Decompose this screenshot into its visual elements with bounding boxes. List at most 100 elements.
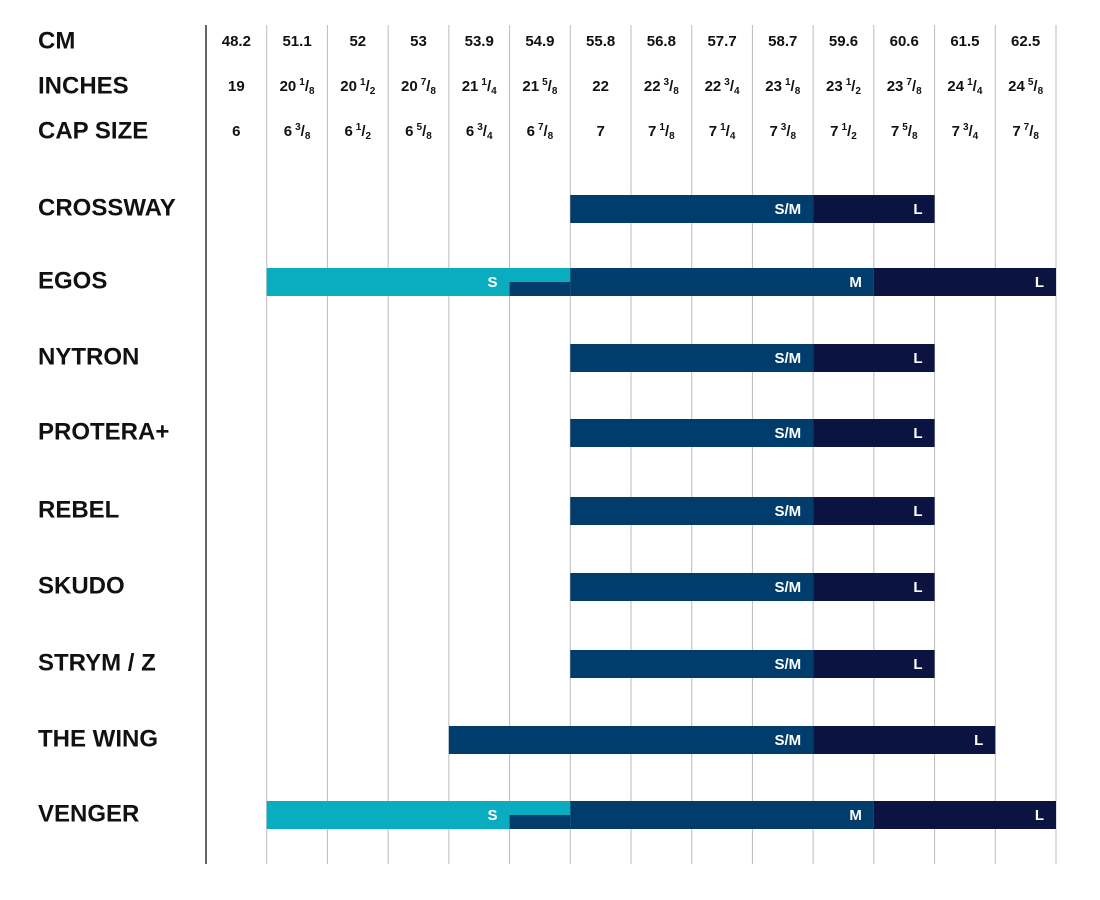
product-name: REBEL xyxy=(38,496,119,523)
slash: / xyxy=(422,123,427,140)
cm-cell: 59.6 xyxy=(829,33,858,50)
size-bar xyxy=(813,497,935,525)
slash: / xyxy=(912,78,917,95)
cap-size-cell: 6 5/8 xyxy=(405,122,432,142)
product-name: SKUDO xyxy=(38,572,125,599)
size-bar xyxy=(570,573,814,601)
whole: 7 xyxy=(709,123,717,140)
size-bar xyxy=(266,268,510,296)
numerator: 1 xyxy=(360,77,366,88)
size-bar xyxy=(873,801,1056,829)
denominator: 2 xyxy=(855,86,861,97)
product-name: PROTERA+ xyxy=(38,418,169,445)
size-label: L xyxy=(913,425,922,442)
size-bar-overlap xyxy=(509,801,571,815)
numerator: 5 xyxy=(417,122,423,133)
size-label: M xyxy=(849,807,862,824)
whole: 20 xyxy=(340,78,357,95)
slash: / xyxy=(851,78,856,95)
denominator: 8 xyxy=(426,131,432,142)
size-label: S/M xyxy=(774,350,801,367)
inches-cell: 22 xyxy=(592,78,609,95)
slash: / xyxy=(669,78,674,95)
inches-cell: 19 xyxy=(228,78,245,95)
whole: 7 xyxy=(891,123,899,140)
size-label: M xyxy=(849,274,862,291)
denominator: 4 xyxy=(973,131,979,142)
slash: / xyxy=(665,123,670,140)
slash: / xyxy=(1033,78,1038,95)
cm-cell: 53.9 xyxy=(465,33,494,50)
cap-size-cell: 7 1/8 xyxy=(648,122,675,142)
denominator: 4 xyxy=(491,86,497,97)
numerator: 5 xyxy=(902,122,908,133)
cm-cell: 52 xyxy=(349,33,366,50)
slash: / xyxy=(973,78,978,95)
inches-cell: 24 5/8 xyxy=(1008,77,1043,97)
denominator: 2 xyxy=(366,131,372,142)
numerator: 3 xyxy=(477,122,483,133)
whole: 24 xyxy=(1008,78,1025,95)
slash: / xyxy=(847,123,852,140)
slash: / xyxy=(908,123,913,140)
size-bar-overlap xyxy=(509,815,571,829)
cap-size-cell: 7 1/4 xyxy=(709,122,736,142)
slash: / xyxy=(786,123,791,140)
cap-size-cell: 6 xyxy=(232,123,240,140)
product-name: CROSSWAY xyxy=(38,194,176,221)
cap-size-cell: 7 3/4 xyxy=(952,122,979,142)
size-bar xyxy=(570,419,814,447)
size-label: L xyxy=(913,503,922,520)
size-bar xyxy=(813,573,935,601)
size-bar-overlap xyxy=(509,282,571,296)
whole: 20 xyxy=(280,78,297,95)
denominator: 8 xyxy=(430,86,436,97)
inches-cell: 24 1/4 xyxy=(947,77,982,97)
whole: 7 xyxy=(648,123,656,140)
whole: 21 xyxy=(522,78,539,95)
size-label: L xyxy=(913,579,922,596)
inches-cell: 23 1/8 xyxy=(765,77,800,97)
cm-cell: 55.8 xyxy=(586,33,615,50)
size-label: L xyxy=(913,350,922,367)
cm-cell: 56.8 xyxy=(647,33,676,50)
whole: 7 xyxy=(1012,123,1020,140)
size-bar xyxy=(570,497,814,525)
whole: 23 xyxy=(765,78,782,95)
numerator: 5 xyxy=(1028,77,1034,88)
denominator: 8 xyxy=(309,86,315,97)
cm-cell: 60.6 xyxy=(890,33,919,50)
numerator: 7 xyxy=(1024,122,1030,133)
cm-cell: 51.1 xyxy=(282,33,311,50)
numerator: 1 xyxy=(720,122,726,133)
cm-cell: 57.7 xyxy=(707,33,736,50)
size-bar xyxy=(448,726,814,754)
size-label: S/M xyxy=(774,503,801,520)
numerator: 3 xyxy=(664,77,670,88)
size-bar xyxy=(813,344,935,372)
whole: 23 xyxy=(887,78,904,95)
size-label: S/M xyxy=(774,579,801,596)
numerator: 7 xyxy=(906,77,912,88)
cap-size-cell: 6 7/8 xyxy=(527,122,554,142)
inches-cell: 21 5/8 xyxy=(522,77,557,97)
cap-size-cell: 7 3/8 xyxy=(769,122,796,142)
whole: 23 xyxy=(826,78,843,95)
slash: / xyxy=(426,78,431,95)
slash: / xyxy=(730,78,735,95)
inches-cell: 20 1/2 xyxy=(340,77,375,97)
row-header: CAP SIZE xyxy=(38,117,148,144)
size-label: L xyxy=(913,201,922,218)
numerator: 1 xyxy=(967,77,973,88)
denominator: 8 xyxy=(1038,86,1044,97)
size-bar xyxy=(570,195,814,223)
slash: / xyxy=(366,78,371,95)
denominator: 8 xyxy=(795,86,801,97)
denominator: 8 xyxy=(912,131,918,142)
numerator: 1 xyxy=(785,77,791,88)
inches-cell: 22 3/8 xyxy=(644,77,679,97)
inches-cell: 20 1/8 xyxy=(280,77,315,97)
cm-cell: 48.2 xyxy=(222,33,251,50)
denominator: 2 xyxy=(851,131,857,142)
slash: / xyxy=(487,78,492,95)
